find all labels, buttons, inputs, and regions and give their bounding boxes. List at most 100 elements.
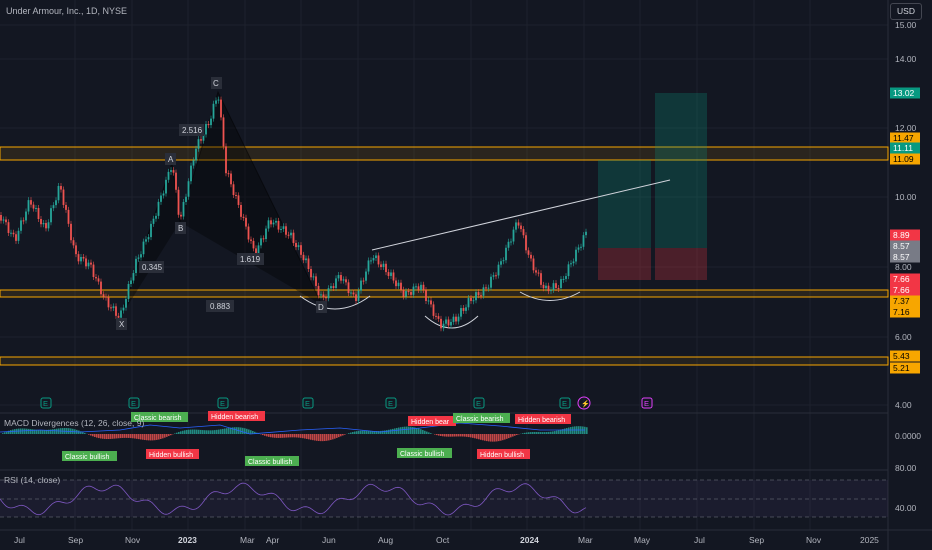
histogram-bar — [80, 431, 82, 434]
rsi-pane-title[interactable]: RSI (14, close) — [4, 475, 61, 485]
point-b-label: B — [178, 224, 183, 233]
earnings-markers[interactable]: E E E E E E E ⚡ E — [40, 396, 653, 410]
candle-body — [160, 195, 162, 202]
candle-body — [95, 276, 97, 279]
histogram-bar — [50, 429, 52, 434]
trend-line[interactable] — [371, 179, 671, 251]
candle-body — [42, 223, 45, 225]
candle-body — [327, 288, 330, 299]
time-label: 2024 — [520, 535, 539, 545]
candle-body — [190, 165, 192, 182]
histogram-bar — [284, 434, 286, 438]
earnings-marker[interactable]: E — [305, 399, 310, 408]
time-label: Mar — [240, 535, 255, 545]
profit-zone[interactable] — [598, 160, 651, 248]
upcoming-earnings-marker[interactable]: E — [644, 399, 649, 408]
candle-body — [85, 258, 87, 267]
candle-body — [580, 246, 582, 248]
candle-body — [305, 258, 307, 261]
histogram-bar — [154, 434, 156, 441]
histogram-bar — [220, 429, 222, 434]
histogram-bar — [170, 434, 172, 436]
price-tick: 12.00 — [895, 123, 917, 133]
price-badge — [890, 284, 920, 296]
long-position-tools[interactable] — [598, 93, 707, 280]
candle-body — [32, 204, 35, 209]
histogram-bar — [248, 429, 250, 434]
earnings-marker[interactable]: E — [43, 399, 48, 408]
histogram-bar — [198, 429, 200, 434]
histogram-bar — [406, 426, 408, 434]
histogram-bar — [332, 434, 334, 440]
lower-support-zone[interactable] — [0, 356, 889, 366]
histogram-bar — [466, 434, 468, 437]
histogram-bar — [414, 427, 416, 434]
histogram-bar — [274, 434, 276, 438]
dividend-icon[interactable] — [577, 396, 591, 410]
histogram-bar — [408, 426, 410, 434]
loss-zone[interactable] — [655, 248, 707, 280]
support-zone[interactable] — [0, 289, 889, 298]
support-resistance-zones[interactable] — [0, 146, 889, 366]
profit-zone[interactable] — [655, 93, 707, 248]
histogram-bar — [282, 434, 284, 438]
time-axis[interactable]: Jul Sep Nov 2023 Mar Apr Jun Aug Oct 202… — [14, 535, 879, 545]
histogram-bar — [370, 430, 372, 434]
candle-body — [385, 263, 387, 273]
histogram-bar — [550, 431, 552, 434]
histogram-bar — [416, 427, 418, 434]
candle-body — [175, 172, 177, 190]
histogram-bar — [132, 434, 134, 439]
harmonic-pattern[interactable] — [119, 90, 323, 319]
candle-body — [447, 319, 450, 326]
candle-body — [420, 284, 422, 290]
candle-body — [10, 232, 12, 234]
candle-body — [262, 238, 265, 240]
symbol-header[interactable]: Under Armour, Inc., 1D, NYSE — [6, 6, 128, 16]
signal-label: Classic bullish — [400, 451, 444, 458]
candle-body — [337, 275, 340, 279]
histogram-bar — [472, 434, 474, 438]
candle-body — [457, 316, 460, 322]
macd-pane-title[interactable]: MACD Divergences (12, 26, close, 9) — [4, 418, 145, 428]
candle-body — [172, 170, 175, 173]
earnings-marker[interactable]: E — [220, 399, 225, 408]
histogram-bar — [374, 431, 376, 434]
candle-body — [75, 245, 77, 255]
loss-zone[interactable] — [598, 248, 651, 280]
histogram-bar — [362, 430, 364, 434]
histogram-bar — [104, 434, 106, 439]
rounded-bottom-arcs[interactable] — [299, 291, 581, 329]
price-badge — [890, 362, 920, 374]
earnings-marker[interactable]: E — [131, 399, 136, 408]
price-badge-label: 8.57 — [893, 252, 910, 262]
histogram-bar — [312, 434, 314, 441]
candle-body — [545, 285, 547, 289]
histogram-bar — [242, 427, 244, 434]
histogram-bar — [512, 434, 514, 437]
histogram-bar — [180, 431, 182, 434]
histogram-bar — [150, 434, 152, 441]
price-axis[interactable]: 15.00 14.00 12.00 10.00 8.00 6.00 4.00 0… — [895, 20, 921, 513]
histogram-bar — [462, 434, 464, 437]
candle-body — [70, 223, 72, 241]
earnings-marker[interactable]: E — [388, 399, 393, 408]
earnings-marker[interactable]: E — [562, 399, 567, 408]
candle-body — [210, 118, 212, 126]
histogram-bar — [112, 434, 114, 439]
currency-button[interactable]: USD — [890, 3, 922, 20]
candle-body — [27, 200, 30, 212]
resistance-zone[interactable] — [0, 146, 889, 161]
histogram-bar — [294, 434, 296, 438]
candle-body — [167, 171, 170, 180]
earnings-marker[interactable]: E — [476, 399, 481, 408]
time-label: Jul — [694, 535, 705, 545]
candle-body — [297, 245, 300, 248]
histogram-bar — [496, 434, 498, 442]
histogram-bar — [214, 430, 216, 434]
histogram-bar — [54, 428, 56, 434]
histogram-bar — [84, 432, 86, 434]
candle-body — [527, 250, 530, 255]
histogram-bar — [52, 429, 54, 434]
